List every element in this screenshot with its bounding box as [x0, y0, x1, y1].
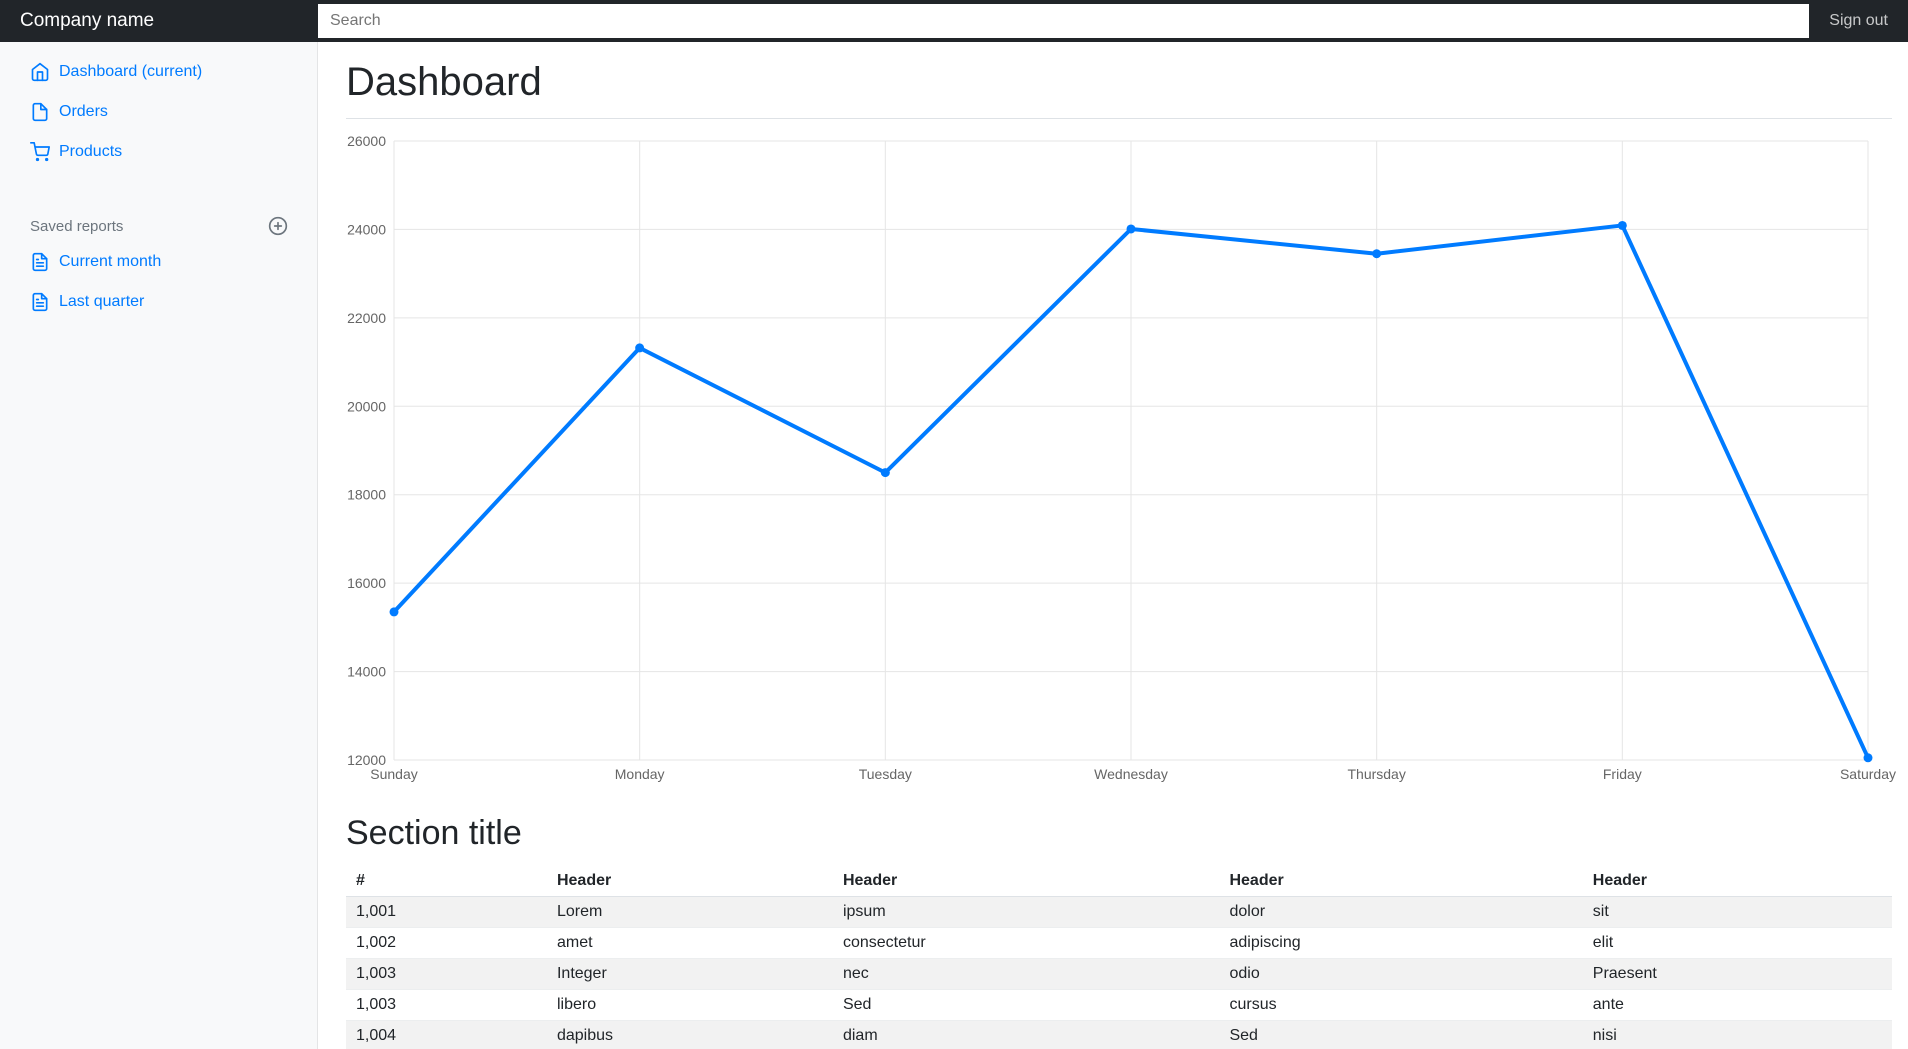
sidebar-item-label: Dashboard (current) — [59, 63, 203, 80]
data-table: # Header Header Header Header 1,001 Lorem… — [346, 865, 1892, 1049]
table-cell: cursus — [1219, 988, 1583, 1021]
y-tick-label: 20000 — [347, 398, 386, 414]
table-cell: Sed — [832, 988, 1220, 1021]
weekly-line-chart: 12000 14000 16000 18000 20000 22000 24000 26000… — [347, 133, 1896, 782]
table-row: 1,002 amet consectetur adipiscing elit — [346, 926, 1892, 959]
table-row: 1,003 libero Sed cursus ante — [346, 988, 1892, 1021]
table-header-row: # Header Header Header Header — [346, 865, 1892, 897]
x-tick-label: Thursday — [1347, 766, 1405, 782]
table-cell: ante — [1582, 988, 1892, 1021]
table-cell: consectetur — [832, 926, 1220, 959]
x-tick-label: Monday — [615, 766, 665, 782]
sidebar-item-current-month[interactable]: Current month — [0, 242, 318, 282]
table-cell: Lorem — [546, 895, 833, 928]
table-header-cell: Header — [1219, 865, 1583, 897]
table-cell: 1,003 — [346, 957, 547, 990]
table-cell: 1,004 — [346, 1019, 547, 1049]
y-tick-label: 22000 — [347, 310, 386, 326]
brand[interactable]: Company name — [20, 10, 155, 31]
table-header-cell: Header — [1582, 865, 1892, 897]
table-cell: amet — [546, 926, 833, 959]
sidebar-item-label: Orders — [59, 103, 108, 120]
y-tick-label: 26000 — [347, 133, 386, 149]
table-cell: libero — [546, 988, 833, 1021]
chart-points — [389, 220, 1873, 763]
table-cell: 1,002 — [346, 926, 547, 959]
sidebar-item-label: Products — [59, 143, 123, 160]
plus-circle-icon[interactable] — [268, 216, 288, 236]
page-title: Dashboard — [346, 58, 1892, 119]
data-point — [1126, 224, 1136, 234]
main-content: Dashboard 12000 14000 16000 18000 20000 22000… — [318, 0, 1908, 1049]
sidebar-item-dashboard[interactable]: Dashboard (current) — [0, 52, 318, 92]
file-text-icon — [30, 252, 50, 272]
table-header-cell: # — [346, 865, 547, 897]
table-cell: dapibus — [546, 1019, 833, 1049]
y-tick-label: 14000 — [347, 664, 386, 680]
top-navbar: Company name Sign out — [0, 0, 1908, 42]
data-point — [880, 468, 890, 478]
table-header-cell: Header — [832, 865, 1220, 897]
y-tick-label: 16000 — [347, 575, 386, 591]
x-tick-label: Wednesday — [1094, 766, 1168, 782]
table-body: 1,001 Lorem ipsum dolor sit 1,002 amet consecte… — [346, 895, 1892, 1049]
table-cell: ipsum — [832, 895, 1220, 928]
table-row: 1,004 dapibus diam Sed nisi — [346, 1019, 1892, 1049]
chart-container: 12000 14000 16000 18000 20000 22000 24000 26000… — [346, 129, 1896, 789]
table-cell: sit — [1582, 895, 1892, 928]
table-cell: diam — [832, 1019, 1220, 1049]
data-point — [1372, 249, 1382, 259]
data-point — [635, 343, 645, 353]
table-cell: nisi — [1582, 1019, 1892, 1049]
file-icon — [30, 102, 50, 122]
table-cell: odio — [1219, 957, 1583, 990]
data-point — [389, 607, 399, 617]
table-cell: Integer — [546, 957, 833, 990]
cart-icon — [30, 142, 50, 162]
sidebar-item-label: Current month — [59, 253, 162, 270]
file-text-icon — [30, 292, 50, 312]
section-title: Section title — [346, 814, 522, 852]
table-header-cell: Header — [546, 865, 833, 897]
x-tick-label: Tuesday — [859, 766, 912, 782]
sidebar-item-last-quarter[interactable]: Last quarter — [0, 282, 318, 322]
table-cell: nec — [832, 957, 1220, 990]
saved-reports-heading: Saved reports — [0, 216, 318, 242]
home-icon — [30, 62, 50, 82]
table-cell: elit — [1582, 926, 1892, 959]
table-cell: Praesent — [1582, 957, 1892, 990]
table-cell: dolor — [1219, 895, 1583, 928]
x-tick-label: Saturday — [1840, 766, 1896, 782]
sidebar-item-products[interactable]: Products — [0, 132, 318, 172]
sidebar: Dashboard (current) Orders Products Save… — [0, 42, 318, 1049]
sidebar-item-orders[interactable]: Orders — [0, 92, 318, 132]
x-tick-label: Sunday — [370, 766, 417, 782]
chart-gridlines — [393, 140, 1869, 761]
search-input[interactable] — [318, 4, 1810, 38]
data-point — [1617, 220, 1627, 230]
data-point — [1863, 753, 1873, 763]
saved-reports-label: Saved reports — [30, 217, 124, 235]
x-tick-label: Friday — [1603, 766, 1642, 782]
table-cell: adipiscing — [1219, 926, 1583, 959]
table-head: # Header Header Header Header — [346, 865, 1892, 897]
y-tick-label: 12000 — [347, 752, 386, 768]
sidebar-item-label: Last quarter — [59, 293, 145, 310]
table-cell: Sed — [1219, 1019, 1583, 1049]
y-tick-label: 24000 — [347, 221, 386, 237]
chart-axis-labels: 12000 14000 16000 18000 20000 22000 24000 26000… — [347, 133, 1896, 782]
table-cell: 1,001 — [346, 895, 547, 928]
y-tick-label: 18000 — [347, 487, 386, 503]
table-row: 1,003 Integer nec odio Praesent — [346, 957, 1892, 990]
table-cell: 1,003 — [346, 988, 547, 1021]
search-container — [318, 0, 1810, 42]
sign-out-link[interactable]: Sign out — [1829, 12, 1888, 29]
table-row: 1,001 Lorem ipsum dolor sit — [346, 895, 1892, 928]
